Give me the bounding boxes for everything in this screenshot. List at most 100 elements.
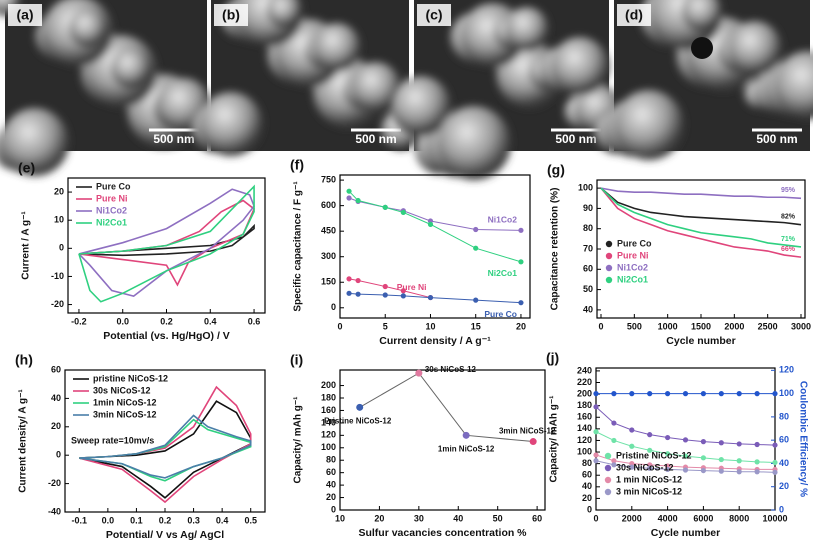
marker <box>718 391 724 397</box>
scale-label: 500 nm <box>153 132 194 146</box>
marker <box>682 453 689 459</box>
y-axis-label: Capacitance retention (%) <box>550 188 561 311</box>
marker <box>611 462 617 468</box>
y-axis-label: Current / A g⁻¹ <box>21 211 32 280</box>
y-tick-label: 160 <box>321 405 336 415</box>
legend-swatch <box>605 252 613 260</box>
sem-hole <box>691 37 713 59</box>
y-tick-label: -10 <box>51 271 64 281</box>
y-tick-label: 100 <box>577 446 592 456</box>
x-tick-label: 0.4 <box>204 316 217 326</box>
x-axis-label: Potential/ V vs Ag/ AgCl <box>106 529 224 541</box>
point <box>356 403 364 411</box>
y-tick-label: 90 <box>583 203 593 213</box>
sem-image: (d) 500 nm <box>594 0 813 160</box>
point <box>415 369 423 377</box>
x-tick-label: 2500 <box>758 321 778 331</box>
y2-tick-label: 20 <box>779 481 789 491</box>
legend-label: 1 min NiCoS-12 <box>616 474 682 484</box>
marker <box>427 221 434 227</box>
y-tick-label: 240 <box>577 365 592 375</box>
point-label: 30s NiCoS-12 <box>425 365 477 374</box>
marker <box>718 456 724 463</box>
panel-label: (f) <box>290 157 304 173</box>
legend-label: Ni1Co2 <box>96 205 127 215</box>
x-axis-label: Cycle number <box>666 335 735 347</box>
sem-image: (c) 500 nm <box>391 0 623 180</box>
y-tick-label: 40 <box>582 481 592 491</box>
marker <box>754 459 760 465</box>
x-tick-label: 500 <box>627 321 642 331</box>
marker <box>593 429 599 435</box>
y-axis-label: Current density/ A g⁻¹ <box>18 389 29 493</box>
y-tick-label: 10 <box>54 215 64 225</box>
y-tick-label: 140 <box>321 417 336 427</box>
legend-label: 3min NiCoS-12 <box>93 409 157 419</box>
x-tick-label: 6000 <box>693 513 713 523</box>
marker <box>593 452 599 458</box>
marker <box>754 469 760 475</box>
sem-particle <box>1 108 69 176</box>
sem-particle <box>391 76 451 136</box>
y-tick-label: 60 <box>583 264 593 274</box>
panel-label: (g) <box>547 162 565 178</box>
y-tick-label: 0 <box>59 243 64 253</box>
y2-axis-label: Coulombic Efficiency/ % <box>797 381 808 497</box>
x-tick-label: 0 <box>598 321 603 331</box>
legend-label: Ni2Co1 <box>617 274 648 284</box>
y-tick-label: 0 <box>56 450 61 460</box>
chart-panel: (g) 0 500 1000 1500 2000 2500 3000 40 50 60 70 80 90 1… <box>547 162 811 347</box>
y-tick-label: 0 <box>587 504 592 514</box>
legend-label: 30s NiCoS-12 <box>616 462 674 472</box>
marker <box>473 245 479 251</box>
legend-swatch <box>604 452 612 460</box>
y2-tick-label: 100 <box>779 388 794 398</box>
x-tick-label: 40 <box>453 513 463 523</box>
sem-image: (a) 500 nm <box>0 0 211 176</box>
y-tick-label: 450 <box>321 226 336 236</box>
legend-label: Pure Co <box>617 238 652 248</box>
point-label: 3min NiCoS-12 <box>499 427 556 436</box>
marker <box>772 442 778 448</box>
x-axis-label: Sulfur vacancies concentration % <box>358 527 527 539</box>
sem-label: (d) <box>625 7 643 23</box>
y-tick-label: 20 <box>51 421 61 431</box>
y-tick-label: 70 <box>583 243 593 253</box>
x-tick-label: 10000 <box>762 513 787 523</box>
legend-swatch <box>605 264 613 272</box>
marker <box>629 391 635 397</box>
x-tick-label: 1500 <box>691 321 711 331</box>
legend-label: Pure Ni <box>96 193 128 203</box>
y-tick-label: 180 <box>321 392 336 402</box>
x-tick-label: 1000 <box>658 321 678 331</box>
y-tick-label: 120 <box>321 430 336 440</box>
marker <box>473 226 479 233</box>
panel-label: (j) <box>546 350 559 366</box>
y-tick-label: -40 <box>48 506 61 516</box>
x-tick-label: 20 <box>374 513 384 523</box>
marker <box>718 440 724 446</box>
x-tick-label: 2000 <box>622 513 642 523</box>
y-axis-label: Specific capacitance / F g⁻¹ <box>293 181 304 312</box>
y-tick-label: 0 <box>331 504 336 514</box>
marker <box>518 300 524 306</box>
value-label: 82% <box>781 213 796 220</box>
plot-frame <box>595 367 776 511</box>
sem-particle <box>69 9 107 47</box>
x-tick-label: 0.4 <box>216 515 229 525</box>
x-tick-label: 0.3 <box>187 515 200 525</box>
marker <box>647 391 653 397</box>
x-axis-label: Current density / A g⁻¹ <box>379 335 491 347</box>
series-line <box>78 184 255 303</box>
y-tick-label: 60 <box>582 470 592 480</box>
legend-label: Pure Ni <box>617 250 649 260</box>
y-tick-label: 100 <box>321 442 336 452</box>
x-tick-label: 0.5 <box>244 515 257 525</box>
marker <box>736 441 742 447</box>
chart-panel: (i) 10 20 30 40 50 60 0 20 40 60 80 100 120 140 160 180 2… <box>290 352 556 539</box>
legend-label: pristine NiCoS-12 <box>93 373 168 383</box>
marker <box>427 294 434 301</box>
legend-swatch <box>604 476 612 484</box>
marker <box>700 391 707 397</box>
